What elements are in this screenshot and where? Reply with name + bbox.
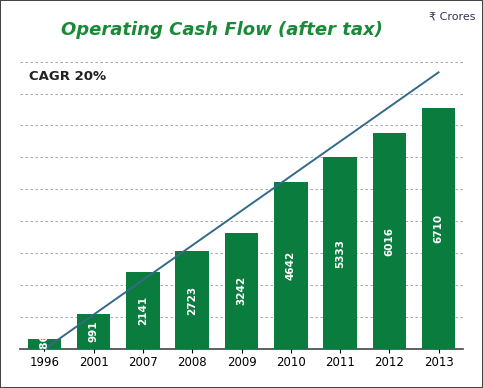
- Text: 5333: 5333: [335, 239, 345, 268]
- Text: 4642: 4642: [286, 251, 296, 281]
- Text: 2723: 2723: [187, 286, 197, 315]
- Bar: [175, 251, 209, 349]
- Bar: [274, 182, 308, 349]
- Text: Operating Cash Flow (after tax): Operating Cash Flow (after tax): [61, 21, 383, 39]
- Text: CAGR 20%: CAGR 20%: [28, 70, 106, 83]
- Bar: [28, 339, 61, 349]
- Text: 2141: 2141: [138, 296, 148, 325]
- Text: ₹ Crores: ₹ Crores: [429, 12, 476, 22]
- Bar: [126, 272, 160, 349]
- Text: 991: 991: [89, 320, 99, 342]
- Bar: [422, 108, 455, 349]
- Text: 6710: 6710: [434, 214, 443, 243]
- Text: 286: 286: [40, 333, 49, 355]
- Bar: [77, 314, 111, 349]
- Bar: [323, 158, 357, 349]
- Text: 6016: 6016: [384, 227, 394, 256]
- Bar: [225, 233, 258, 349]
- Text: 3242: 3242: [237, 276, 246, 305]
- Bar: [372, 133, 406, 349]
